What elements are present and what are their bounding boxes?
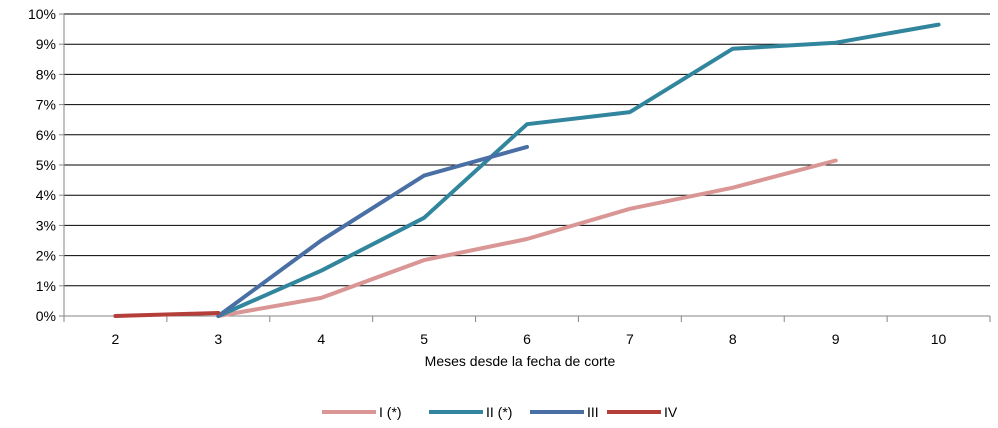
legend-label: IV [664, 404, 678, 420]
legend: I (*) II (*) III IV [322, 404, 678, 420]
y-tick-label: 10% [28, 6, 56, 22]
series-line-iv [113, 311, 221, 318]
legend-label: III [587, 404, 599, 420]
x-axis [63, 315, 991, 322]
x-tick-label: 7 [626, 331, 634, 347]
y-tick-label: 8% [36, 66, 56, 82]
legend-label: II (*) [486, 404, 512, 420]
x-tick-label: 4 [317, 331, 325, 347]
y-tick-label: 1% [36, 278, 56, 294]
x-tick-label: 8 [729, 331, 737, 347]
x-axis-title: Meses desde la fecha de corte [425, 353, 616, 369]
y-tick-label: 5% [36, 157, 56, 173]
x-tick-label: 3 [214, 331, 222, 347]
y-tick-label: 4% [36, 187, 56, 203]
x-tick-label: 9 [832, 331, 840, 347]
series-lines [113, 22, 941, 318]
x-axis-tick-labels: 2 3 4 5 6 7 8 9 10 [112, 331, 947, 347]
y-tick-label: 7% [36, 97, 56, 113]
y-tick-label: 9% [36, 36, 56, 52]
y-tick-label: 2% [36, 248, 56, 264]
y-tick-label: 3% [36, 217, 56, 233]
legend-label: I (*) [379, 404, 402, 420]
x-tick-label: 2 [112, 331, 120, 347]
x-tick-label: 10 [931, 331, 947, 347]
x-tick-label: 5 [420, 331, 428, 347]
series-line-i [216, 158, 838, 318]
x-tick-label: 6 [523, 331, 531, 347]
series-line-iii [216, 144, 529, 318]
y-tick-label: 6% [36, 127, 56, 143]
gridlines [59, 13, 990, 317]
series-line-ii [216, 22, 941, 318]
y-axis-tick-labels: 0% 1% 2% 3% 4% 5% 6% 7% 8% 9% 10% [28, 6, 56, 324]
y-tick-label: 0% [36, 308, 56, 324]
